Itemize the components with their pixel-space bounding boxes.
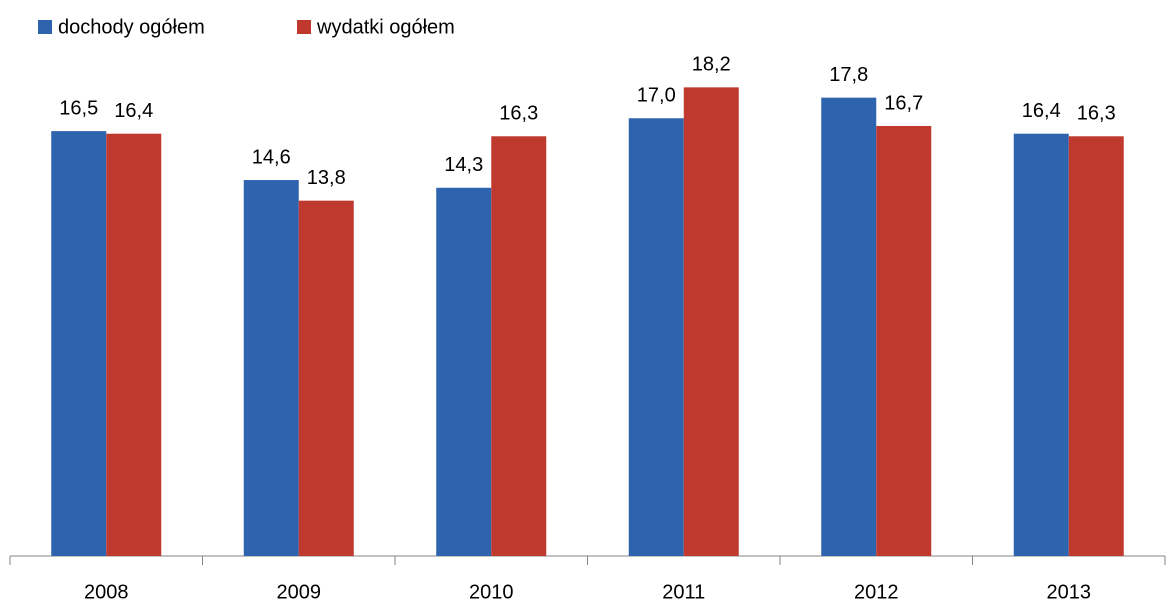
value-label: 14,6 xyxy=(252,146,291,168)
bar xyxy=(243,180,299,557)
bar xyxy=(51,131,107,556)
value-label: 16,4 xyxy=(1022,100,1061,122)
x-tick-label: 2009 xyxy=(277,581,322,603)
value-label: 17,8 xyxy=(829,64,868,86)
bar xyxy=(628,118,684,556)
x-tick-label: 2008 xyxy=(84,581,129,603)
bar xyxy=(106,133,162,556)
bar xyxy=(683,87,739,556)
value-label: 16,4 xyxy=(114,100,153,122)
value-label: 16,3 xyxy=(499,103,538,125)
bar xyxy=(298,200,354,556)
x-tick-label: 2010 xyxy=(469,581,514,603)
x-tick-label: 2013 xyxy=(1047,581,1092,603)
bar xyxy=(1013,133,1069,556)
legend-label: wydatki ogółem xyxy=(316,16,455,38)
value-label: 13,8 xyxy=(307,167,346,189)
x-tick-label: 2011 xyxy=(662,581,705,603)
legend-swatch xyxy=(297,20,311,34)
bar xyxy=(436,187,492,556)
bar xyxy=(491,136,547,556)
bar xyxy=(821,97,877,557)
value-label: 17,0 xyxy=(637,85,676,107)
value-label: 16,3 xyxy=(1077,103,1116,125)
legend-swatch xyxy=(38,20,52,34)
legend-label: dochody ogółem xyxy=(58,16,205,38)
value-label: 14,3 xyxy=(444,154,483,176)
bar xyxy=(1068,136,1124,556)
bar xyxy=(876,125,932,556)
x-tick-label: 2012 xyxy=(854,581,899,603)
value-label: 16,5 xyxy=(59,97,98,119)
value-label: 16,7 xyxy=(884,92,923,114)
value-label: 18,2 xyxy=(692,54,731,76)
